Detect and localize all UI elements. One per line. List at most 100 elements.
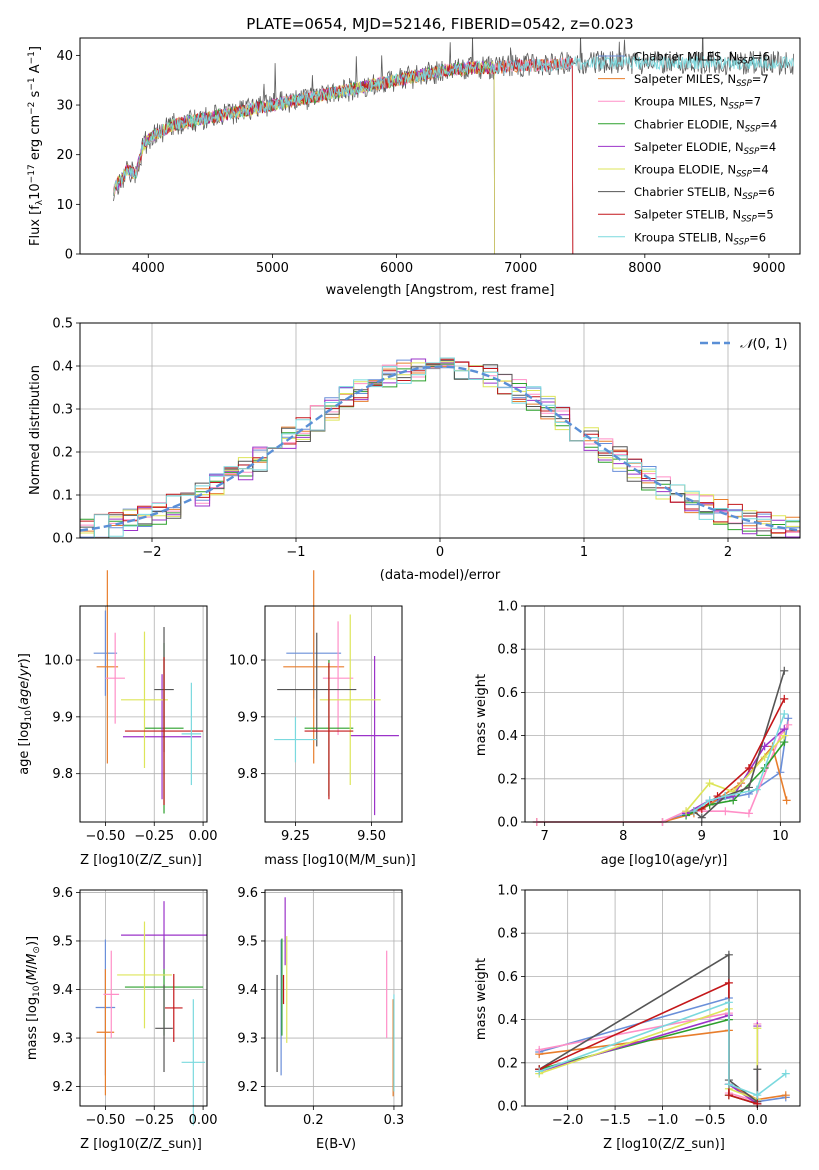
weight_vs_age-point-marker: [744, 809, 753, 818]
residuals-xtick-label: −1: [286, 545, 305, 560]
weight_vs_age-point-marker: [752, 785, 761, 794]
weight_vs_age-point-marker: [697, 813, 706, 822]
spectrum-ytick-label: 40: [56, 49, 73, 64]
residuals-xtick-label: 1: [580, 545, 588, 560]
spectrum-xlabel: wavelength [Angstrom, rest frame]: [326, 283, 555, 298]
weight_vs_age-frame: [524, 605, 801, 823]
age_vs_Z-xtick-label: −0.50: [85, 829, 125, 844]
weight_vs_Z-point-marker: [781, 1091, 790, 1100]
spectrum-series-line: [113, 57, 574, 254]
mass_vs_Z-xtick-label: −0.25: [134, 1113, 174, 1128]
weight_vs_age-point-marker: [782, 796, 791, 805]
mass_vs_EBV-ytick-label: 9.2: [237, 1080, 258, 1095]
spectrum-xtick-label: 7000: [504, 261, 537, 276]
weight_vs_Z-point-marker: [535, 1067, 544, 1076]
residuals-histograms: [80, 357, 800, 538]
spectrum-legend-label: Salpeter ELODIE, NSSP=4: [634, 140, 776, 157]
mass_vs_Z-ytick-label: 9.2: [52, 1080, 73, 1095]
mass_vs_Z-xtick-label: −0.50: [85, 1113, 125, 1128]
mass_vs_EBV-xtick-label: 0.2: [303, 1113, 324, 1128]
weight-vs-age-ylabel: mass weight: [474, 674, 489, 756]
weight_vs_age-point-marker: [721, 807, 730, 816]
weight_vs_age-ytick-label: 1.0: [497, 600, 518, 615]
weight_vs_Z-ytick-label: 0.8: [497, 927, 518, 942]
weight_vs_age-point-marker: [780, 694, 789, 703]
weight_vs_Z-point-marker: [753, 1091, 762, 1100]
spectrum-legend-label: Kroupa MILES, NSSP=7: [634, 95, 761, 112]
weight_vs_age-ytick-label: 0.8: [497, 643, 518, 658]
spectrum-legend-label: Kroupa STELIB, NSSP=6: [634, 230, 766, 247]
weight_vs_Z-point-marker: [724, 1080, 733, 1089]
weight_vs_age-xtick-label: 9: [698, 829, 706, 844]
weight-vs-z-xlabel: Z [log10(Z/Z_sun)]: [603, 1137, 725, 1152]
spectrum-series-line: [113, 54, 794, 196]
weight_vs_age-xtick-label: 10: [772, 829, 789, 844]
weight_vs_Z-point-marker: [753, 1065, 762, 1074]
residuals-ytick-label: 0.3: [52, 403, 73, 418]
age_vs_Z-ytick-label: 10.0: [44, 654, 73, 669]
residuals-xlabel: (data-model)/error: [380, 568, 501, 583]
spectrum-legend-label: Chabrier STELIB, NSSP=6: [634, 185, 775, 202]
age_vs_mass-ytick-label: 10.0: [229, 654, 258, 669]
weight_vs_age-point-marker: [744, 783, 753, 792]
weight_vs_Z-point-marker: [724, 1091, 733, 1100]
weight_vs_age-point-marker: [721, 792, 730, 801]
residuals-gaussian-curve: [80, 365, 800, 532]
weight_vs_age-point-marker: [784, 720, 793, 729]
spectrum-legend-label: Chabrier MILES, NSSP=6: [634, 50, 770, 67]
weight_vs_age-ytick-label: 0.0: [497, 816, 518, 831]
age_vs_mass-ytick-label: 9.9: [237, 710, 258, 725]
spectrum-legend-label: Chabrier ELODIE, NSSP=4: [634, 117, 777, 134]
weight_vs_Z-xtick-label: −2.0: [552, 1113, 584, 1128]
residuals-xtick-label: 2: [724, 545, 732, 560]
spectrum-ytick-label: 30: [56, 99, 73, 114]
age_vs_Z-ytick-label: 9.8: [52, 767, 73, 782]
weight_vs_age-point-marker: [705, 796, 714, 805]
weight_vs_Z-ytick-label: 0.6: [497, 970, 518, 985]
weight_vs_age-point-marker: [760, 753, 769, 762]
age_vs_mass-ytick-label: 9.8: [237, 767, 258, 782]
mass_vs_Z-ytick-label: 9.3: [52, 1032, 73, 1047]
residuals-xtick-label: −2: [142, 545, 161, 560]
residuals-ytick-label: 0.2: [52, 446, 73, 461]
weight_vs_Z-xtick-label: −1.5: [599, 1113, 631, 1128]
weight_vs_Z-xtick-label: −0.5: [694, 1113, 726, 1128]
weight_vs_age-point-marker: [780, 666, 789, 675]
spectrum-legend-label: Salpeter MILES, NSSP=7: [634, 72, 769, 89]
weight_vs_age-xtick-label: 7: [541, 829, 549, 844]
spectrum-xtick-label: 9000: [752, 261, 785, 276]
mass_vs_EBV-xtick-label: 0.3: [384, 1113, 405, 1128]
weight_vs_age-point-marker: [682, 807, 691, 816]
age-vs-z-ylabel: age [log10(age/yr)]: [17, 653, 34, 775]
spectrum-ylabel: Flux [fλ10−17 erg cm−2 s−1 A−1]: [27, 46, 45, 246]
spectrum-title: PLATE=0654, MJD=52146, FIBERID=0542, z=0…: [246, 15, 633, 33]
age_vs_Z-frame: [79, 605, 208, 823]
residuals-histogram-step: [80, 357, 800, 538]
spectrum-ytick-label: 20: [56, 148, 73, 163]
mass_vs_Z-xtick-label: 0.00: [189, 1113, 218, 1128]
age_vs_Z-xtick-label: 0.00: [189, 829, 218, 844]
weight_vs_Z-point-marker: [781, 1069, 790, 1078]
mass-vs-ebv-xlabel: E(B-V): [316, 1137, 356, 1152]
weight_vs_Z-point-marker: [724, 978, 733, 987]
residuals-xtick-label: 0: [436, 545, 444, 560]
residuals-legend-label: 𝒩(0, 1): [740, 337, 787, 352]
age_vs_Z-xtick-label: −0.25: [134, 829, 174, 844]
weight_vs_Z-ytick-label: 0.2: [497, 1056, 518, 1071]
weight_vs_Z-point-marker: [724, 950, 733, 959]
mass-vs-z-xlabel: Z [log10(Z/Z_sun)]: [80, 1137, 202, 1152]
weight_vs_Z-ytick-label: 0.4: [497, 1013, 518, 1028]
weight_vs_Z-xtick-label: −1.0: [647, 1113, 679, 1128]
weight_vs_Z-point-marker: [753, 1024, 762, 1033]
age_vs_Z-ytick-label: 9.9: [52, 710, 73, 725]
spectrum-xtick-label: 4000: [132, 261, 165, 276]
mass_vs_EBV-frame: [264, 889, 403, 1107]
weight_vs_age-point-marker: [689, 807, 698, 816]
age-vs-mass-xlabel: mass [log10(M/M_sun)]: [264, 853, 416, 868]
weight_vs_age-point-marker: [744, 764, 753, 772]
mass_vs_EBV-ytick-label: 9.6: [237, 886, 258, 901]
age_vs_mass-xtick-label: 9.50: [357, 829, 386, 844]
spectrum-legend-label: Salpeter STELIB, NSSP=5: [634, 208, 774, 225]
residuals-ytick-label: 0.5: [52, 317, 73, 332]
